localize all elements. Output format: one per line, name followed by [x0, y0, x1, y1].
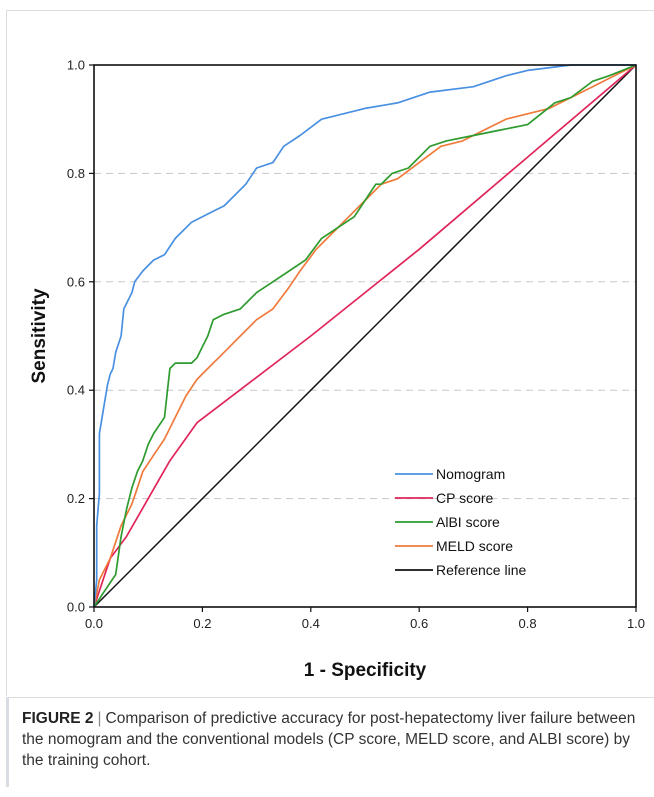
figure-caption: FIGURE 2 | Comparison of predictive accura…: [22, 708, 640, 771]
caption-text: Comparison of predictive accuracy for po…: [22, 710, 636, 769]
x-axis-ticks: 0.0 0.2 0.4 0.6 0.8 1.0: [85, 607, 645, 631]
x-tick-label-4: 0.8: [519, 616, 537, 631]
x-tick-label-3: 0.6: [410, 616, 428, 631]
series-line-meld-score: [93, 64, 637, 608]
x-tick-label-5: 1.0: [627, 616, 645, 631]
caption-divider: [6, 697, 654, 698]
frame-top-rule: [6, 10, 654, 11]
frame-left-rule: [6, 10, 7, 696]
legend-label-cp-score: CP score: [436, 490, 494, 506]
legend-label-albi-score: AlBI score: [436, 514, 500, 530]
x-tick-label-0: 0.0: [85, 616, 103, 631]
series-line-reference-line: [93, 64, 637, 608]
caption-separator: |: [97, 710, 102, 727]
x-tick-label-1: 0.2: [193, 616, 211, 631]
legend: Nomogram CP score AlBI score MELD score Refe…: [395, 466, 526, 578]
y-tick-label-3: 0.6: [67, 274, 85, 289]
y-axis-title: Sensitivity: [29, 288, 50, 383]
y-tick-label-2: 0.4: [67, 383, 85, 398]
y-axis-ticks: 0.0 0.2 0.4 0.6 0.8 1.0: [67, 58, 94, 615]
grid-lines: [94, 172, 636, 500]
plot-area-frame: [93, 64, 637, 608]
series-line-nomogram: [93, 64, 636, 608]
y-tick-label-1: 0.2: [67, 491, 85, 506]
y-tick-label-5: 1.0: [67, 58, 85, 73]
y-tick-label-4: 0.8: [67, 166, 85, 181]
legend-label-nomogram: Nomogram: [436, 466, 505, 482]
x-axis-title: 1 - Specificity: [304, 660, 427, 681]
roc-chart: 0.0 0.2 0.4 0.6 0.8 1.0 0.0 0.2 0.4 0.6 0.8 1.0 1 …: [29, 58, 645, 682]
figure-label: FIGURE 2: [22, 710, 94, 727]
caption-accent-bar: [6, 697, 9, 787]
series-lines: [93, 64, 637, 608]
series-line-albi-score: [93, 64, 637, 608]
legend-label-meld-score: MELD score: [436, 538, 513, 554]
legend-label-reference-line: Reference line: [436, 562, 526, 578]
x-tick-label-2: 0.4: [302, 616, 320, 631]
y-tick-label-0: 0.0: [67, 600, 85, 615]
series-line-cp-score: [93, 64, 637, 608]
